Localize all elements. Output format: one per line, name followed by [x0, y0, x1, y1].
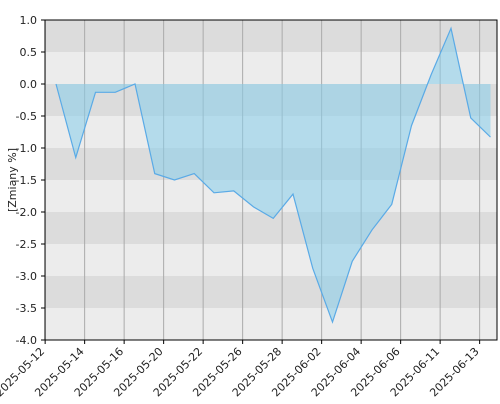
area	[56, 28, 491, 323]
y-tick-label: -0.5	[16, 110, 37, 123]
grid-band	[45, 52, 497, 84]
plot-frame	[44, 19, 498, 341]
y-tick-label: -1.5	[16, 174, 37, 187]
y-tick-label: 0.5	[20, 46, 38, 59]
y-tick-label: -1.0	[16, 142, 37, 155]
y-tick-label: 0.0	[20, 78, 38, 91]
y-tick-label: -3.5	[16, 302, 37, 315]
grid-band	[45, 20, 497, 52]
y-tick-label: -2.5	[16, 238, 37, 251]
y-tick-label: -3.0	[16, 270, 37, 283]
y-tick-label: 1.0	[20, 14, 38, 27]
grid-band	[45, 276, 497, 308]
line	[55, 26, 491, 324]
grid-band	[45, 244, 497, 276]
y-tick-label: -4.0	[16, 334, 37, 347]
y-axis-label: [Zmiany %]	[6, 148, 19, 212]
y-tick-label: -2.0	[16, 206, 37, 219]
grid-band	[45, 308, 497, 340]
